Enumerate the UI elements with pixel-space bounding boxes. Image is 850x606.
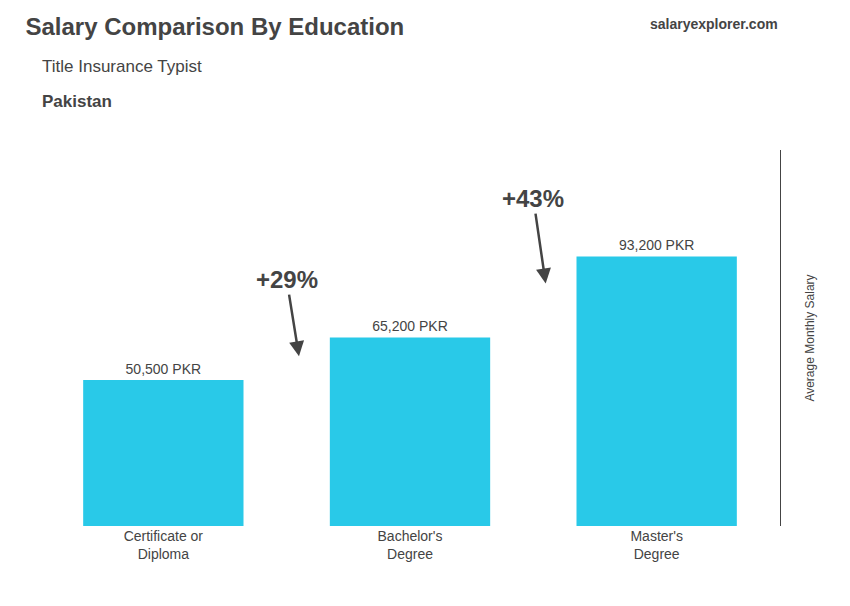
svg-text:Average Monthly Salary: Average Monthly Salary: [803, 274, 817, 401]
svg-text:Master'sDegree: Master'sDegree: [630, 528, 682, 562]
svg-text:Bachelor'sDegree: Bachelor'sDegree: [378, 528, 443, 562]
svg-text:Certificate orDiploma: Certificate orDiploma: [124, 528, 204, 562]
svg-text:Title Insurance Typist: Title Insurance Typist: [42, 57, 202, 76]
svg-text:+29%: +29%: [256, 266, 318, 293]
svg-text:salaryexplorer.com: salaryexplorer.com: [650, 16, 778, 32]
svg-text:93,200 PKR: 93,200 PKR: [619, 237, 695, 253]
svg-text:Pakistan: Pakistan: [42, 92, 112, 111]
svg-text:65,200 PKR: 65,200 PKR: [372, 318, 448, 334]
svg-text:Salary Comparison By Education: Salary Comparison By Education: [26, 13, 405, 40]
svg-text:+43%: +43%: [502, 185, 564, 212]
svg-text:50,500 PKR: 50,500 PKR: [126, 361, 201, 377]
